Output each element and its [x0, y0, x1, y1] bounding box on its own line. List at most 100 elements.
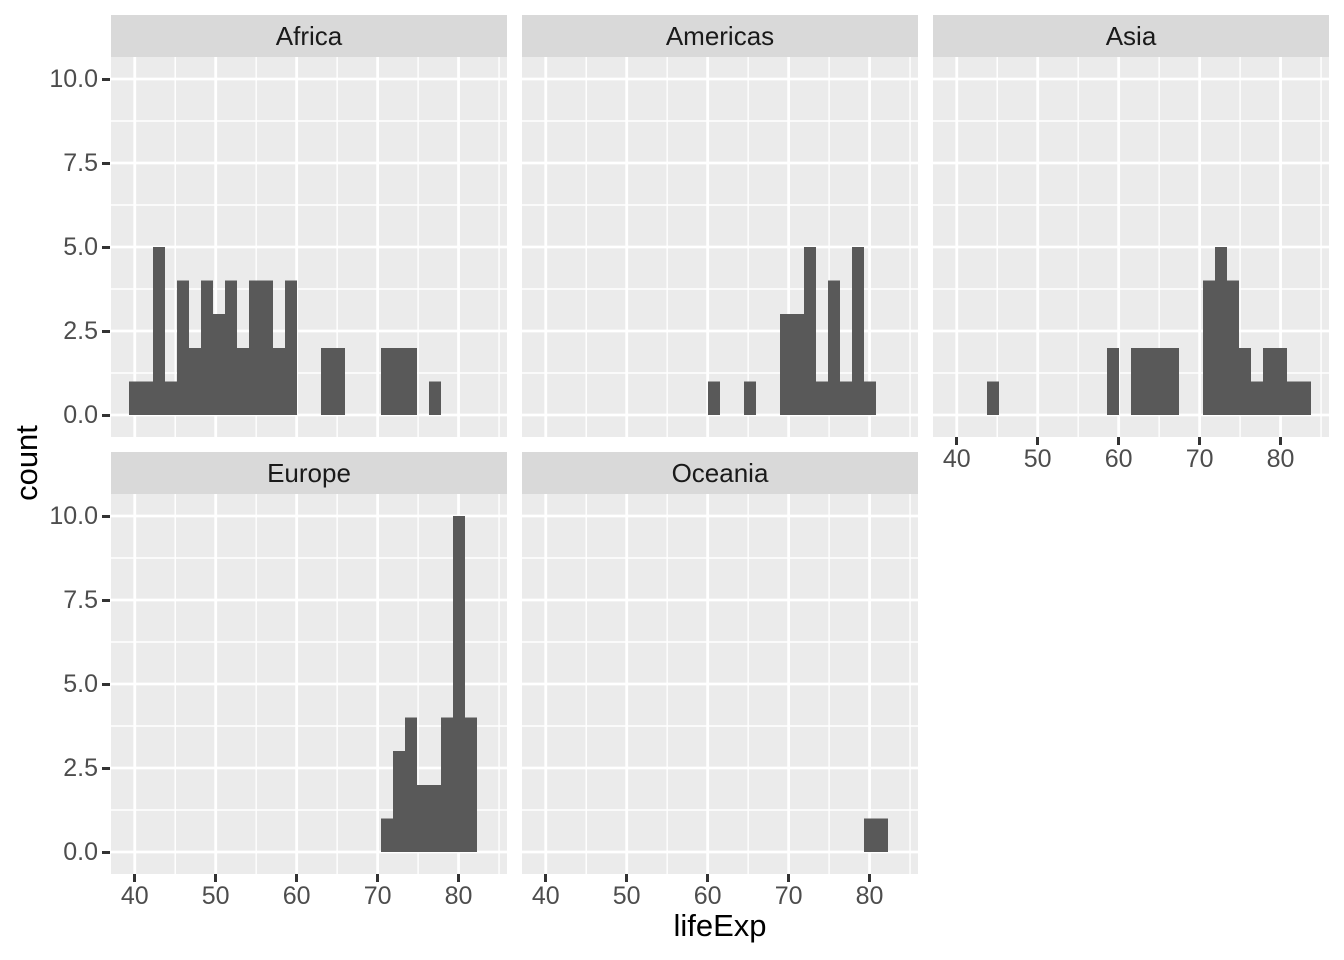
histogram-bar	[779, 314, 792, 415]
x-axis-tick-label: 60	[282, 882, 311, 910]
x-axis-tick-label: 40	[531, 882, 560, 910]
x-axis-tick	[1279, 437, 1283, 445]
histogram-bar	[212, 314, 225, 415]
y-axis-tick	[102, 850, 110, 854]
x-axis-tick	[1117, 437, 1121, 445]
histogram-bar	[707, 381, 720, 415]
x-axis-tick	[214, 874, 218, 882]
facet-panel	[111, 494, 507, 874]
y-axis-tick-label: 5.0	[63, 670, 98, 698]
histogram-bar	[1154, 347, 1167, 415]
histogram-bar	[875, 818, 888, 852]
histogram-bar	[188, 347, 201, 415]
histogram-bar	[320, 347, 333, 415]
histogram-bar	[440, 717, 453, 852]
facet-strip-label: Europe	[267, 457, 351, 488]
y-axis-tick	[102, 766, 110, 770]
histogram-bar	[452, 516, 465, 852]
facet-strip-label: Americas	[665, 20, 775, 51]
histogram-bar	[1106, 347, 1119, 415]
histogram-bar	[1214, 247, 1227, 415]
x-axis-tick	[544, 874, 548, 882]
y-axis-tick-label: 7.5	[63, 149, 98, 177]
y-axis-tick-label: 10.0	[49, 65, 98, 93]
histogram-bar	[1226, 280, 1239, 415]
x-axis-tick-label: 60	[1104, 445, 1133, 473]
histogram-bar	[827, 280, 840, 415]
x-axis-tick	[295, 874, 299, 882]
y-axis-tick-label: 2.5	[63, 754, 98, 782]
x-axis-tick	[868, 874, 872, 882]
facet-panel	[933, 57, 1329, 437]
histogram-bar	[464, 717, 477, 852]
facet-panel	[111, 57, 507, 437]
facet-africa: Africa	[111, 15, 507, 437]
y-axis-tick	[102, 245, 110, 249]
x-axis-tick	[133, 874, 137, 882]
histogram-bar	[428, 381, 441, 415]
histogram-bar	[392, 347, 405, 415]
histogram-bar	[986, 381, 999, 415]
histogram-bar	[1142, 347, 1155, 415]
y-axis-tick-label: 5.0	[63, 233, 98, 261]
histogram-bar	[404, 347, 417, 415]
x-axis-tick-label: 80	[444, 882, 473, 910]
histogram-bar	[224, 280, 237, 415]
histogram-bar	[1262, 347, 1275, 415]
x-axis-tick	[955, 437, 959, 445]
facet-americas: Americas	[522, 15, 918, 437]
histogram-bar	[791, 314, 804, 415]
histogram-bar	[380, 818, 393, 852]
histogram-bar	[332, 347, 345, 415]
y-axis-tick-label: 7.5	[63, 586, 98, 614]
y-axis-tick	[102, 514, 110, 518]
histogram-bar	[392, 751, 405, 852]
x-axis-tick-label: 50	[612, 882, 641, 910]
x-axis-tick	[1198, 437, 1202, 445]
y-axis-tick-label: 2.5	[63, 317, 98, 345]
facet-strip-label: Oceania	[671, 457, 769, 488]
histogram-bar	[272, 347, 285, 415]
histogram-bar	[428, 784, 441, 852]
x-axis-tick	[457, 874, 461, 882]
histogram-bar	[248, 280, 261, 415]
x-axis-tick	[706, 874, 710, 882]
y-axis-tick	[102, 682, 110, 686]
histogram-bar	[176, 280, 189, 415]
facet-strip-label: Asia	[1105, 20, 1157, 51]
histogram-bar	[1286, 381, 1299, 415]
histogram-bar	[1250, 381, 1263, 415]
facet-strip-label: Africa	[275, 20, 343, 51]
histogram-bar	[1274, 347, 1287, 415]
facet-strip: Americas	[522, 15, 918, 57]
x-axis-tick-label: 40	[120, 882, 149, 910]
histogram-bar	[803, 247, 816, 415]
histogram-bar	[200, 280, 213, 415]
x-axis-tick	[625, 874, 629, 882]
facet-strip: Oceania	[522, 452, 918, 494]
y-axis-tick	[102, 77, 110, 81]
x-axis-tick-label: 80	[1266, 445, 1295, 473]
histogram-bar	[851, 247, 864, 415]
x-axis-tick	[1036, 437, 1040, 445]
histogram-bar	[140, 381, 153, 415]
histogram-bar	[743, 381, 756, 415]
y-axis-tick-label: 10.0	[49, 502, 98, 530]
x-axis-tick-label: 70	[1185, 445, 1214, 473]
histogram-bar	[236, 347, 249, 415]
y-axis-tick	[102, 598, 110, 602]
histogram-bar	[164, 381, 177, 415]
facet-strip: Africa	[111, 15, 507, 57]
y-axis-tick-label: 0.0	[63, 401, 98, 429]
histogram-bar	[1298, 381, 1311, 415]
x-axis-tick-label: 70	[363, 882, 392, 910]
histogram-bar	[815, 381, 828, 415]
histogram-bar	[863, 818, 876, 852]
x-axis-tick	[787, 874, 791, 882]
histogram-bar	[1238, 347, 1251, 415]
histogram-bar	[404, 717, 417, 852]
histogram-bar	[380, 347, 393, 415]
histogram-bar	[284, 280, 297, 415]
facet-panel	[522, 57, 918, 437]
